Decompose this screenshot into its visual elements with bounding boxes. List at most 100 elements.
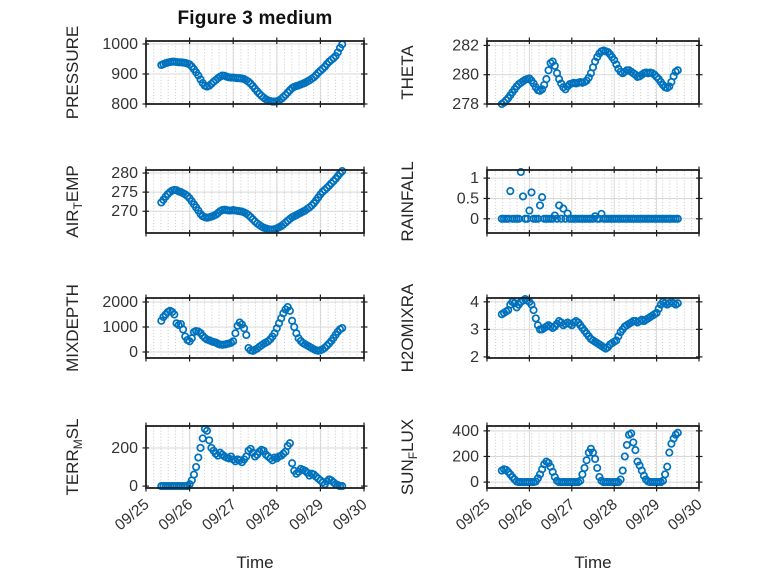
data-point bbox=[506, 187, 515, 196]
y-axis-label: H2OMIXRA bbox=[398, 283, 417, 372]
axes-box bbox=[145, 40, 365, 105]
data-point bbox=[548, 57, 557, 66]
subplot-THETA: 278 280 282 THETA bbox=[398, 37, 703, 113]
data-point bbox=[669, 72, 678, 81]
y-tick-label: 0 bbox=[129, 344, 138, 361]
y-tick-label: 1000 bbox=[102, 36, 138, 53]
data-point bbox=[610, 55, 619, 65]
y-tick-label: 0 bbox=[470, 211, 479, 228]
data-point bbox=[616, 475, 625, 484]
data-point bbox=[322, 183, 331, 192]
x-tick-label: 09/27 bbox=[538, 496, 579, 534]
y-tick-label: 2000 bbox=[102, 294, 138, 311]
data-point bbox=[665, 82, 674, 91]
data-point bbox=[622, 440, 631, 450]
x-tick-label: 09/25 bbox=[453, 496, 494, 534]
y-tick-label: 4 bbox=[470, 294, 479, 311]
data-point bbox=[527, 188, 536, 197]
data-point bbox=[661, 470, 670, 479]
x-tick-label: 09/30 bbox=[665, 496, 706, 534]
data-point bbox=[285, 439, 294, 448]
data-point bbox=[665, 448, 674, 457]
y-tick-label: 2 bbox=[470, 349, 479, 366]
y-axis-label: MIXDEPTH bbox=[63, 284, 82, 372]
x-tick-label: 09/30 bbox=[330, 496, 371, 534]
minor-grid bbox=[488, 42, 698, 103]
data-point bbox=[620, 452, 629, 461]
data-point bbox=[255, 447, 264, 456]
data-point bbox=[631, 446, 640, 455]
data-point bbox=[652, 308, 661, 317]
y-axis-label: AIRTEMP bbox=[63, 165, 85, 238]
y-tick-label: 282 bbox=[452, 37, 479, 54]
y-tick-label: 278 bbox=[452, 96, 479, 113]
data-point bbox=[229, 337, 238, 346]
data-point bbox=[231, 329, 240, 338]
data-point bbox=[612, 60, 621, 69]
data-point bbox=[584, 73, 593, 82]
data-point bbox=[618, 466, 627, 475]
series-markers bbox=[157, 424, 347, 491]
minor-grid bbox=[488, 299, 698, 357]
x-tick-label: 09/27 bbox=[199, 496, 240, 534]
data-point bbox=[673, 428, 682, 437]
data-point bbox=[669, 434, 678, 443]
data-point bbox=[533, 321, 542, 330]
series-markers bbox=[497, 428, 682, 487]
data-point bbox=[531, 314, 540, 323]
y-tick-label: 275 bbox=[111, 184, 138, 201]
data-point bbox=[538, 85, 547, 94]
y-axis-label: SUNFLUX bbox=[398, 419, 420, 495]
xlabel-right-column: Time bbox=[574, 553, 612, 572]
data-point bbox=[629, 438, 638, 447]
axes-box bbox=[486, 297, 700, 359]
data-point bbox=[533, 474, 542, 483]
data-point bbox=[516, 167, 525, 177]
series-markers bbox=[497, 295, 682, 353]
x-tick-label: 09/25 bbox=[112, 496, 153, 534]
series-markers bbox=[157, 302, 347, 355]
tick-marks bbox=[142, 294, 368, 362]
figure-title: Figure 3 medium bbox=[177, 8, 333, 29]
x-tick-label: 09/28 bbox=[243, 496, 284, 534]
x-tick-label: 09/29 bbox=[286, 496, 327, 534]
x-tick-label: 09/28 bbox=[580, 496, 621, 534]
y-tick-label: 0 bbox=[129, 478, 138, 495]
data-point bbox=[179, 325, 188, 334]
series-markers bbox=[497, 167, 682, 223]
data-point bbox=[555, 75, 564, 84]
axes-box bbox=[486, 169, 700, 234]
data-point bbox=[518, 192, 528, 201]
data-point bbox=[580, 463, 589, 473]
data-point bbox=[557, 214, 566, 223]
data-point bbox=[550, 61, 559, 70]
data-point bbox=[552, 214, 562, 223]
data-point bbox=[285, 306, 294, 315]
tick-marks bbox=[142, 37, 368, 108]
tick-marks bbox=[142, 422, 368, 492]
data-point bbox=[502, 465, 511, 474]
data-point bbox=[202, 426, 212, 435]
data-point bbox=[535, 201, 545, 210]
data-point bbox=[627, 429, 636, 438]
data-point bbox=[529, 306, 538, 315]
subplot-AIR_TEMP: 270 275 280 AIRTEMP bbox=[63, 165, 368, 238]
y-axis-label: TERRMSL bbox=[63, 418, 85, 495]
y-tick-label: 270 bbox=[111, 203, 138, 220]
tick-marks bbox=[142, 166, 368, 237]
y-tick-label: 280 bbox=[452, 67, 479, 84]
data-point bbox=[338, 167, 347, 176]
axes-box bbox=[145, 425, 365, 489]
data-point bbox=[309, 470, 318, 479]
data-point bbox=[542, 75, 551, 84]
y-tick-label: 200 bbox=[452, 448, 479, 465]
data-point bbox=[205, 436, 214, 445]
axes-box bbox=[145, 169, 365, 234]
series-markers bbox=[157, 40, 347, 106]
minor-grid bbox=[488, 171, 698, 232]
data-point bbox=[240, 324, 249, 333]
data-point bbox=[189, 470, 199, 479]
subplot-H2OMIXRA: 2 3 4 H2OMIXRA bbox=[398, 283, 703, 372]
data-point bbox=[591, 57, 600, 66]
